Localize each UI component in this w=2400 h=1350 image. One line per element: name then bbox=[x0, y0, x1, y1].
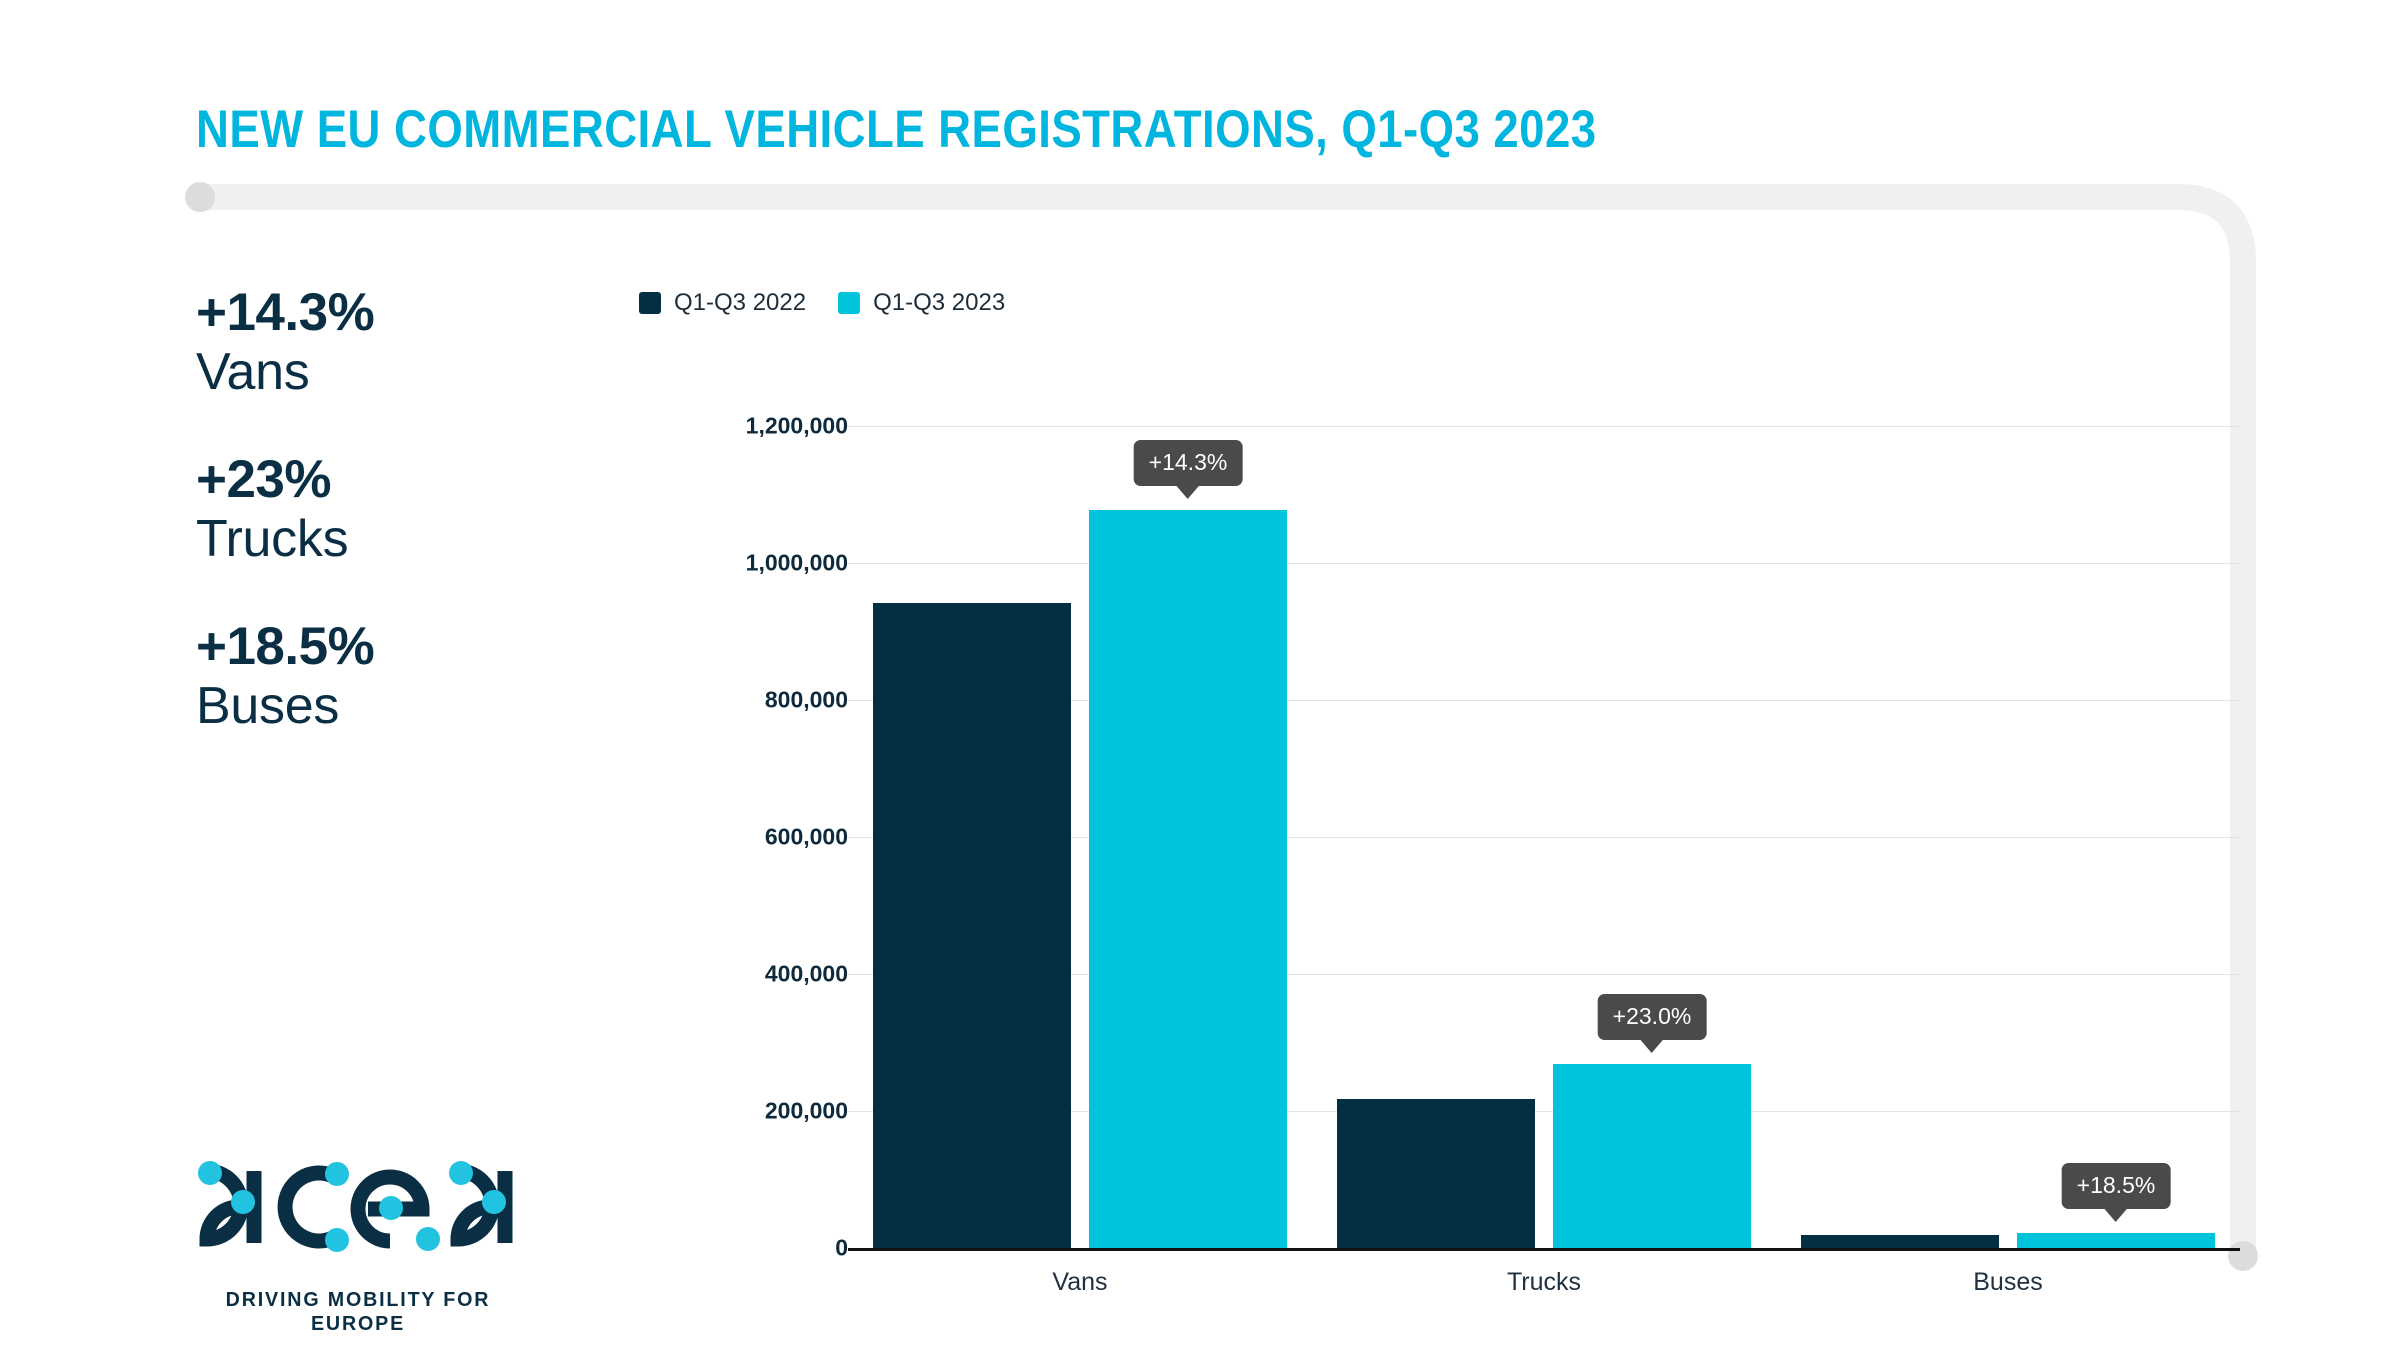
chart-legend: Q1-Q3 2022 Q1-Q3 2023 bbox=[639, 289, 1005, 317]
callout-label-trucks: +23.0% bbox=[1597, 994, 1707, 1041]
stat-trucks-value: +23% bbox=[196, 450, 332, 509]
gridline bbox=[848, 837, 2240, 838]
y-tick-label: 1,000,000 bbox=[745, 549, 848, 576]
stat-buses-value: +18.5% bbox=[196, 617, 375, 676]
gridline bbox=[848, 700, 2240, 701]
logo-dot-4 bbox=[325, 1228, 349, 1252]
bar-buses-2022[interactable] bbox=[1801, 1235, 1999, 1248]
callout-buses: +18.5% bbox=[2061, 1163, 2171, 1223]
stat-trucks-label: Trucks bbox=[196, 510, 349, 568]
bar-trucks-2022[interactable] bbox=[1337, 1098, 1535, 1248]
x-tick-label-vans: Vans bbox=[1052, 1268, 1108, 1296]
logo-dot-1 bbox=[198, 1161, 222, 1185]
frame-start-dot bbox=[185, 182, 215, 212]
y-tick-label: 200,000 bbox=[764, 1097, 848, 1124]
stat-buses-label: Buses bbox=[196, 677, 340, 735]
stat-vans: +14.3% Vans bbox=[196, 283, 526, 401]
logo-dot-3 bbox=[325, 1162, 349, 1186]
y-tick-label: 400,000 bbox=[764, 960, 848, 987]
callout-label-buses: +18.5% bbox=[2061, 1163, 2171, 1210]
acea-tagline: DRIVING MOBILITY FOR EUROPE bbox=[225, 1288, 491, 1335]
callout-vans: +14.3% bbox=[1133, 440, 1243, 500]
gridline bbox=[848, 563, 2240, 564]
stat-trucks: +23% Trucks bbox=[196, 450, 526, 568]
y-tick-label: 600,000 bbox=[764, 823, 848, 850]
legend-label-2023: Q1-Q3 2023 bbox=[873, 289, 1006, 316]
legend-item-2022[interactable]: Q1-Q3 2022 bbox=[639, 289, 806, 317]
callout-tail-vans bbox=[1176, 485, 1200, 500]
x-axis-line bbox=[848, 1248, 2240, 1251]
stat-vans-value: +14.3% bbox=[196, 283, 375, 342]
legend-swatch-2022 bbox=[639, 292, 661, 314]
stat-buses: +18.5% Buses bbox=[196, 617, 526, 735]
acea-logo bbox=[198, 1161, 513, 1252]
legend-label-2022: Q1-Q3 2022 bbox=[674, 289, 807, 316]
legend-swatch-2023 bbox=[838, 292, 861, 314]
logo-dot-2 bbox=[231, 1190, 255, 1214]
legend-item-2023[interactable]: Q1-Q3 2023 bbox=[838, 289, 1005, 317]
gridline bbox=[848, 426, 2240, 427]
bar-vans-2022[interactable] bbox=[873, 602, 1071, 1248]
bar-vans-2023[interactable] bbox=[1089, 510, 1287, 1248]
x-tick-label-trucks: Trucks bbox=[1506, 1268, 1582, 1296]
y-tick-label: 800,000 bbox=[764, 686, 848, 713]
stats-panel: +14.3% Vans +23% Trucks +18.5% Buses bbox=[196, 283, 526, 784]
stat-vans-label: Vans bbox=[196, 343, 310, 401]
plot-area: 0 200,000 400,000 600,000 800,000 1,000,000 1,… bbox=[620, 348, 2240, 1296]
callout-label-vans: +14.3% bbox=[1133, 440, 1243, 487]
page-title: NEW EU COMMERCIAL VEHICLE REGISTRATIONS,… bbox=[196, 100, 1597, 159]
gridline bbox=[848, 974, 2240, 975]
logo-dot-8 bbox=[482, 1190, 506, 1214]
callout-tail-trucks bbox=[1640, 1039, 1664, 1054]
bar-buses-2023[interactable] bbox=[2017, 1233, 2215, 1248]
bar-trucks-2023[interactable] bbox=[1553, 1064, 1751, 1248]
x-tick-label-buses: Buses bbox=[1973, 1268, 2043, 1296]
logo-dot-7 bbox=[449, 1161, 473, 1185]
y-tick-label: 0 bbox=[835, 1234, 848, 1261]
chart: Q1-Q3 2022 Q1-Q3 2023 0 200,000 400,000 600… bbox=[620, 280, 2240, 1296]
callout-tail-buses bbox=[2104, 1208, 2128, 1223]
callout-trucks: +23.0% bbox=[1597, 994, 1707, 1054]
logo-dot-5 bbox=[379, 1196, 403, 1220]
logo-dot-6 bbox=[416, 1227, 440, 1251]
gridline bbox=[848, 1111, 2240, 1112]
y-tick-label: 1,200,000 bbox=[745, 412, 848, 439]
